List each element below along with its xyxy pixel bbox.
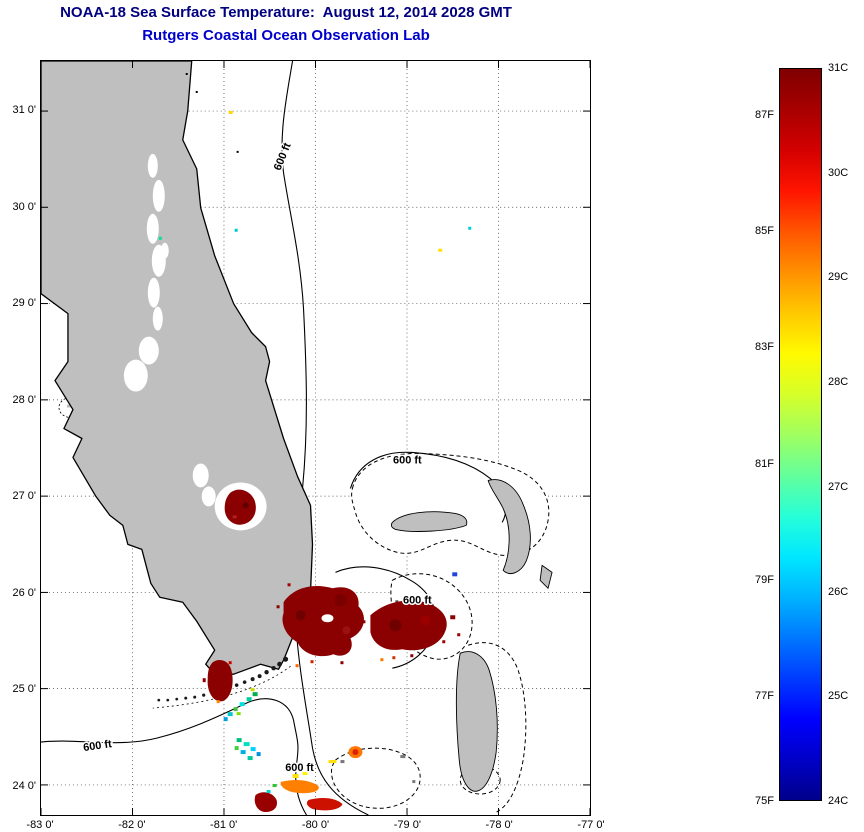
- florida-landmass: [41, 61, 314, 675]
- lake-okeechobee-sst-hot: [224, 489, 256, 525]
- colorbar-fahrenheit-tick: 85F: [755, 224, 774, 237]
- map-canvas: 600 ft 600 ft 600 ft 600 ft 600 ft: [41, 61, 590, 815]
- y-tick-label: 28 0': [12, 393, 36, 406]
- x-tick-label: -83 0': [26, 819, 54, 831]
- figure-subtitle: Rutgers Coastal Ocean Observation Lab: [142, 27, 430, 44]
- colorbar-fahrenheit-tick: 81F: [755, 457, 774, 470]
- y-tick-label: 24 0': [12, 779, 36, 792]
- colorbar-fahrenheit-tick: 83F: [755, 341, 774, 354]
- colorbar-celsius-tick: 31C: [828, 62, 849, 74]
- colorbar-celsius-tick: 24C: [828, 795, 849, 807]
- lake-okeechobee: [214, 482, 267, 531]
- sst-straits-patches: [254, 746, 363, 813]
- y-tick-label: 29 0': [12, 297, 36, 310]
- andros-island: [455, 651, 498, 792]
- y-tick-label: 31 0': [12, 104, 36, 117]
- keys-reef-line: [152, 665, 291, 709]
- gulf-contour-600ft: [41, 698, 307, 815]
- figure-title: NOAA-18 Sea Surface Temperature: August …: [60, 4, 512, 21]
- colorbar-celsius-tick: 26C: [828, 585, 849, 598]
- bahama-islands: [340, 479, 553, 792]
- abaco-island: [487, 479, 531, 574]
- y-tick-label: 27 0': [12, 490, 36, 503]
- florida-coastline: [41, 61, 314, 675]
- colorbar-fahrenheit-tick: 87F: [755, 108, 774, 121]
- inland-water-and-clouds: [123, 153, 216, 507]
- y-tick-label: 30 0': [12, 200, 36, 213]
- x-tick-label: -81 0': [210, 819, 238, 831]
- x-tick-label: -80 0': [301, 819, 330, 831]
- sst-hot-east-blob: [370, 600, 447, 651]
- sst-speckles: [158, 72, 472, 577]
- contour-label-600ft: 600 ft: [272, 141, 294, 172]
- map-plot: 600 ft 600 ft 600 ft 600 ft 600 ft: [40, 60, 591, 816]
- sst-hot-keys-blob: [207, 660, 233, 702]
- bathymetry-contours: [41, 61, 507, 815]
- sst-hot-patches: [202, 583, 461, 704]
- sst-cool-patches: [223, 688, 261, 761]
- colorbar-fahrenheit-tick: 75F: [755, 795, 774, 807]
- x-tick-label: -78 0': [485, 819, 513, 831]
- shelf-contour-600ft: [281, 61, 369, 815]
- colorbar: [779, 68, 822, 801]
- contour-label-600ft: 600 ft: [82, 738, 112, 754]
- axis-tick-marks: [41, 61, 590, 815]
- contour-label-600ft: 600 ft: [403, 594, 432, 606]
- colorbar-celsius-tick: 28C: [828, 376, 849, 389]
- x-tick-label: -77 0': [577, 819, 605, 831]
- cay-sal-bank-outline: [330, 747, 421, 809]
- colorbar-fahrenheit-tick: 77F: [755, 690, 774, 703]
- y-tick-label: 25 0': [12, 683, 36, 696]
- x-tick-label: -79 0': [393, 819, 421, 831]
- grand-bahama-island: [390, 511, 468, 532]
- x-tick-label: -82 0': [118, 819, 146, 831]
- andros-bank-edge: [468, 642, 527, 814]
- contour-label-600ft: 600 ft: [393, 454, 422, 466]
- y-tick-label: 26 0': [12, 586, 36, 599]
- colorbar-celsius-tick: 29C: [828, 271, 849, 284]
- colorbar-celsius-tick: 25C: [828, 690, 849, 703]
- great-bahama-contour-600ft: [335, 566, 437, 669]
- colorbar-fahrenheit-tick: 79F: [755, 573, 774, 586]
- colorbar-celsius-tick: 27C: [828, 480, 849, 493]
- contour-label-600ft: 600 ft: [285, 762, 314, 774]
- colorbar-gradient: [780, 69, 821, 800]
- colorbar-celsius-tick: 30C: [828, 166, 849, 179]
- eleuthera-edge: [539, 564, 553, 589]
